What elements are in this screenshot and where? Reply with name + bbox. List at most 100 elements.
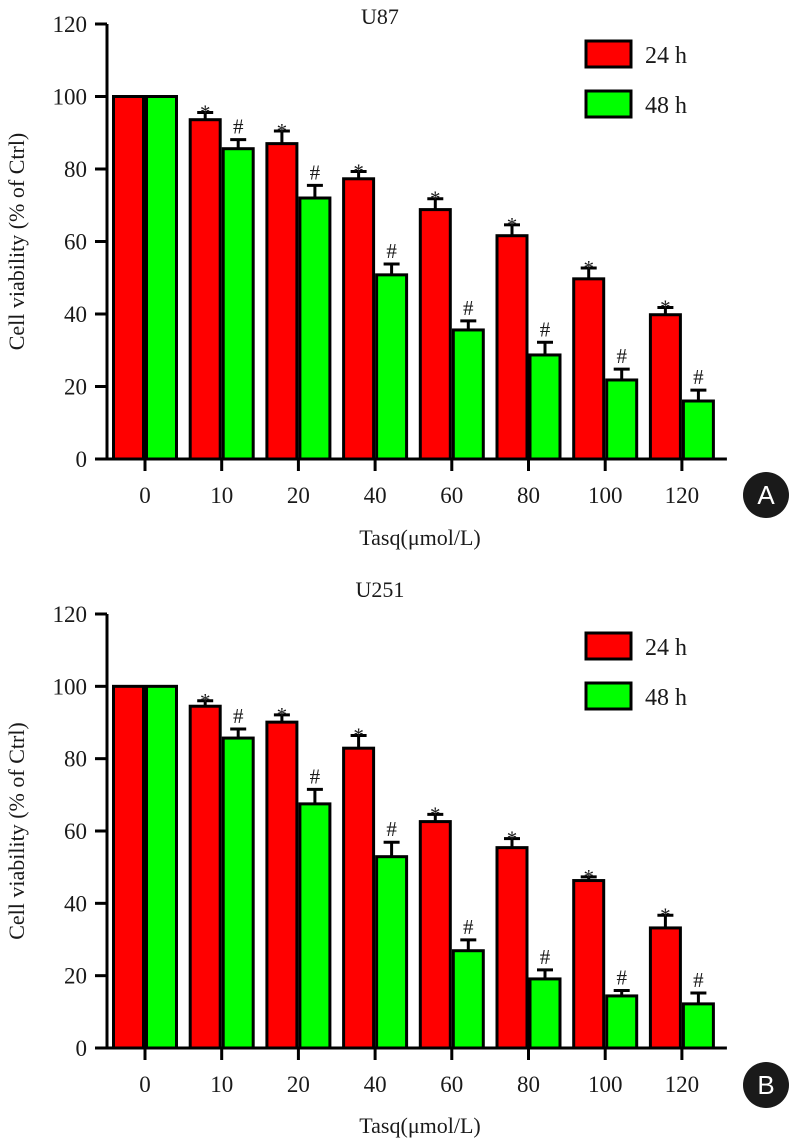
significance-marker: *: [507, 213, 518, 237]
y-tick-label: 80: [64, 747, 87, 772]
significance-marker: *: [277, 703, 288, 727]
bar-48h-20: [298, 802, 332, 1050]
bar-24h-40: [342, 177, 376, 461]
legend-swatch-24h: [584, 39, 633, 69]
y-tick-label: 0: [76, 447, 88, 472]
significance-marker: #: [310, 160, 321, 184]
panel-badge: [743, 472, 789, 518]
significance-marker: *: [660, 295, 671, 319]
legend-label: 24 h: [645, 43, 687, 69]
significance-marker: #: [616, 344, 627, 368]
bar-48h-100: [605, 378, 639, 461]
bar-48h-40: [375, 273, 409, 461]
x-tick-label: 10: [210, 1072, 233, 1097]
significance-marker: *: [583, 256, 594, 280]
x-tick-label: 10: [210, 483, 233, 508]
significance-marker: #: [386, 817, 397, 841]
x-tick-label: 120: [665, 1072, 700, 1097]
significance-marker: *: [200, 689, 211, 713]
x-axis-label: Tasq(μmol/L): [359, 1113, 480, 1138]
y-tick-label: 40: [64, 302, 87, 327]
x-tick-label: 60: [440, 1072, 463, 1097]
bar-24h-120: [648, 313, 682, 461]
significance-marker: #: [616, 965, 627, 989]
bar-24h-100: [572, 277, 606, 461]
panel-letter: B: [757, 1070, 774, 1100]
bar-24h-60: [418, 208, 452, 461]
significance-marker: *: [660, 903, 671, 927]
significance-marker: #: [233, 115, 244, 139]
bar-48h-10: [221, 147, 255, 461]
significance-marker: #: [310, 764, 321, 788]
significance-marker: *: [200, 100, 211, 124]
bar-48h-0: [145, 95, 178, 461]
significance-marker: #: [540, 945, 551, 969]
bar-24h-0: [112, 684, 145, 1050]
bar-48h-0: [145, 684, 178, 1050]
panel-letter: A: [757, 480, 775, 510]
bar-48h-100: [605, 994, 639, 1050]
bar-48h-120: [681, 1002, 715, 1050]
significance-marker: *: [507, 827, 518, 851]
significance-marker: #: [693, 968, 704, 992]
bar-24h-10: [188, 704, 222, 1050]
legend-label: 48 h: [645, 685, 687, 711]
x-axis-label: Tasq(μmol/L): [359, 525, 480, 550]
legend-swatch-48h: [584, 681, 633, 711]
significance-marker: *: [430, 802, 441, 826]
bar-48h-20: [298, 196, 332, 461]
chart-title: U87: [361, 4, 399, 29]
y-tick-label: 20: [64, 964, 87, 989]
significance-marker: *: [277, 119, 288, 143]
y-tick-label: 60: [64, 819, 87, 844]
x-tick-label: 60: [440, 483, 463, 508]
bar-24h-10: [188, 118, 222, 461]
legend-swatch-48h: [584, 89, 633, 119]
significance-marker: #: [693, 365, 704, 389]
bar-48h-60: [451, 328, 485, 461]
y-tick-label: 100: [53, 85, 88, 110]
chart-panel-b: U251 0 * #10 * #20 * #40 * #60 * #80 * #100 * #120 0 20 40…: [4, 577, 789, 1138]
x-tick-label: 20: [287, 483, 310, 508]
y-tick-label: 120: [53, 602, 88, 627]
y-axis-label: Cell viability (% of Ctrl): [4, 133, 29, 351]
bar-48h-80: [528, 977, 562, 1050]
bar-24h-40: [342, 746, 376, 1050]
bar-48h-40: [375, 855, 409, 1050]
x-tick-label: 20: [287, 1072, 310, 1097]
bar-24h-80: [495, 234, 529, 461]
legend-label: 24 h: [645, 635, 687, 661]
significance-marker: *: [353, 724, 364, 748]
x-tick-label: 100: [588, 1072, 623, 1097]
legend-label: 48 h: [645, 93, 687, 119]
y-tick-label: 80: [64, 157, 87, 182]
x-tick-label: 120: [665, 483, 700, 508]
x-tick-label: 100: [588, 483, 623, 508]
significance-marker: *: [353, 160, 364, 184]
y-tick-label: 60: [64, 230, 87, 255]
y-tick-label: 0: [76, 1036, 88, 1061]
y-tick-label: 100: [53, 674, 88, 699]
significance-marker: *: [583, 865, 594, 889]
panel-badge: [743, 1062, 789, 1108]
x-tick-label: 40: [364, 483, 387, 508]
significance-marker: #: [233, 704, 244, 728]
x-tick-label: 40: [364, 1072, 387, 1097]
bar-24h-80: [495, 846, 529, 1050]
y-tick-label: 120: [53, 12, 88, 37]
significance-marker: *: [430, 187, 441, 211]
y-tick-label: 40: [64, 891, 87, 916]
significance-marker: #: [463, 915, 474, 939]
legend-swatch-24h: [584, 631, 633, 661]
chart-panel-a: U87 0 * #10 * #20 * #40 * #60 * #80 * #100 * #120 0 20 40 6…: [4, 4, 789, 550]
bar-24h-20: [265, 142, 299, 461]
bar-24h-0: [112, 95, 145, 461]
x-tick-label: 0: [139, 483, 151, 508]
significance-marker: #: [463, 296, 474, 320]
x-tick-label: 80: [517, 483, 540, 508]
bar-24h-120: [648, 926, 682, 1050]
bar-24h-100: [572, 879, 606, 1050]
bar-48h-120: [681, 399, 715, 461]
x-tick-label: 0: [139, 1072, 151, 1097]
bar-24h-60: [418, 820, 452, 1050]
